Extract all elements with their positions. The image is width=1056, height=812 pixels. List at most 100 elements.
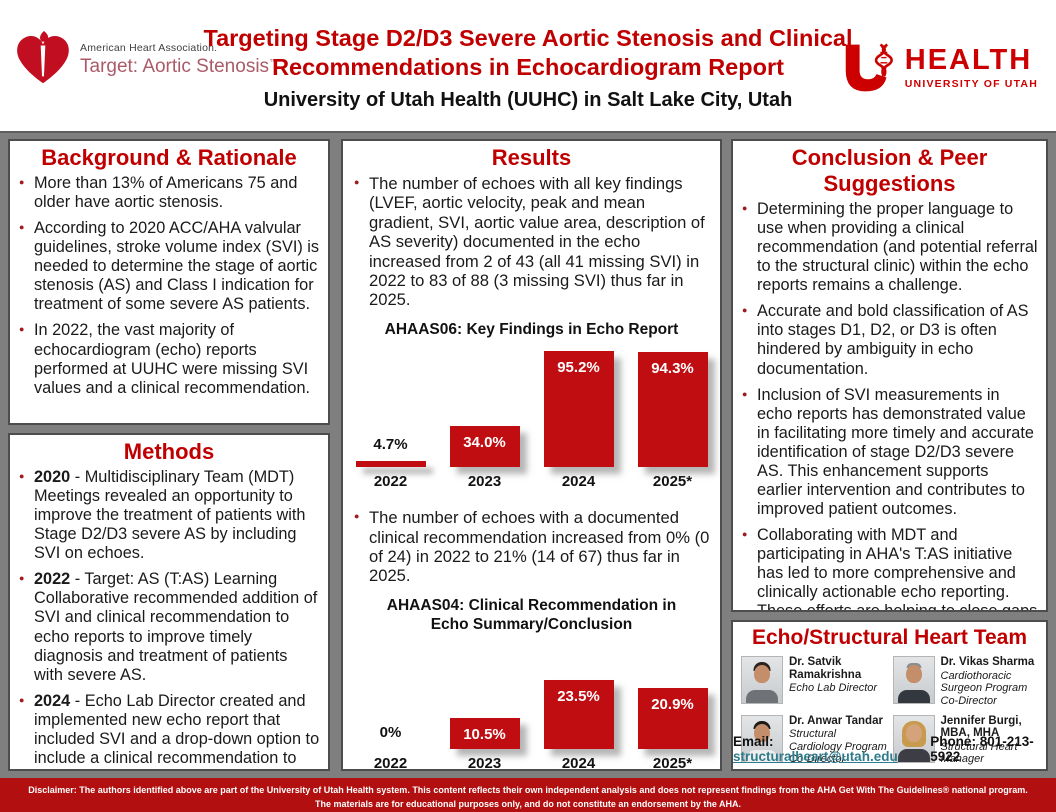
chart-x-axis: 2022 2023 2024 2025* (353, 473, 710, 490)
bar-value-label: 23.5% (557, 687, 600, 705)
bullet-item: Inclusion of SVI measurements in echo re… (741, 386, 1038, 519)
bullet-item: 2024 - Echo Lab Director created and imp… (18, 691, 320, 769)
conclusion-bullet-list: Determining the proper language to use w… (733, 200, 1046, 610)
email-row: Email: structuralheart@utah.edu (733, 734, 914, 764)
x-tick-label: 2023 (467, 473, 502, 491)
member-text: Jennifer Burgi, MBA, MHA Structural Heart… (941, 715, 1041, 767)
bar-value-label: 4.7% (373, 436, 408, 454)
vikas-sharma-headshot (892, 656, 935, 704)
uofu-health-logo: HEALTH UNIVERSITY OF UTAH (844, 40, 1038, 96)
chart-title-key-findings: AHAAS06: Key Findings in Echo Report (384, 320, 679, 338)
anwar-tandar-headshot (741, 714, 783, 763)
section-title-background: Background & Rationale (41, 145, 297, 170)
member-name: Dr. Anwar Tandar (789, 714, 883, 727)
bar-column: 95.2% (543, 345, 614, 468)
trademark-symbol: ™ (269, 57, 278, 67)
panel-methods: Methods 2020 - Multidisciplinary Team (M… (8, 433, 330, 771)
member-name: Dr. Vikas Sharma (940, 656, 1035, 668)
aha-org-name: American Heart Association. (80, 42, 218, 54)
bullet-item: 2022 - Target: AS (T:AS) Learning Collab… (18, 570, 320, 684)
bar (449, 426, 520, 468)
team-member: Dr. Anwar Tandar Structural Cardiology Pr… (741, 714, 889, 767)
email-link[interactable]: structuralheart@utah.edu (733, 749, 898, 764)
disclaimer-line2: The materials are for educational purpos… (314, 798, 742, 809)
bullet-year-lead: 2020 (34, 468, 71, 486)
member-name: Dr. Satvik Ramakrishna (789, 656, 862, 681)
jennifer-burgi-headshot (892, 714, 935, 763)
member-name: Jennifer Burgi, MBA, MHA (940, 714, 1022, 740)
bar-value-label: 34.0% (463, 434, 506, 452)
poster-title-line1: Targeting Stage D2/D3 Severe Aortic Sten… (203, 25, 853, 51)
x-tick-label: 2024 (561, 473, 596, 491)
bar (355, 461, 426, 468)
disclaimer-line1: Disclaimer: The authors identified above… (28, 785, 1028, 795)
team-contact-row: Email: structuralheart@utah.edu Phone: 8… (733, 734, 1046, 764)
bar-column: 23.5% (543, 661, 614, 749)
x-tick-label: 2024 (561, 754, 596, 771)
bar-value-label: 0% (379, 723, 402, 741)
panel-echo-structural-heart-team: Echo/Structural Heart Team Dr. Satvik Ra… (731, 620, 1048, 771)
bar-column: 10.5% (449, 661, 520, 749)
member-text: Dr. Anwar Tandar Structural Cardiology Pr… (789, 715, 889, 767)
uofu-health-wordmark: HEALTH (904, 44, 1033, 76)
section-title-team: Echo/Structural Heart Team (751, 626, 1028, 649)
bar (543, 351, 614, 468)
bullet-year-lead: 2024 (34, 691, 71, 710)
phone-row: Phone: 801-213-5922 (930, 734, 1046, 764)
uofu-health-subtext: UNIVERSITY OF UTAH (904, 78, 1038, 90)
satvik-ramakrishna-headshot (741, 656, 783, 704)
bullet-item: In 2022, the vast majority of echocardio… (18, 321, 320, 397)
bullet-item: More than 13% of Americans 75 and older … (18, 174, 320, 212)
bullet-item: Accurate and bold classification of AS i… (741, 302, 1038, 378)
x-tick-label: 2022 (373, 473, 408, 491)
bar-column: 34.0% (449, 345, 520, 468)
member-role: Structural Heart Manager (940, 740, 1018, 766)
disclaimer-footer: Disclaimer: The authors identified above… (0, 778, 1056, 812)
chart-title-clinical-recommendation: AHAAS04: Clinical Recommendation in Echo… (386, 596, 677, 634)
results-bullet-2: The number of echoes with a documented c… (353, 508, 710, 586)
methods-bullet-list: 2020 - Multidisciplinary Team (MDT) Meet… (10, 468, 328, 769)
member-role: Cardiothoracic Surgeon Program Co-Direct… (940, 669, 1028, 707)
member-role: Structural Cardiology Program Co-Directo… (789, 728, 887, 766)
bar-column: 4.7% (355, 345, 426, 468)
section-title-methods: Methods (123, 439, 215, 464)
aha-heart-torch-icon (17, 31, 69, 84)
bar-column: 94.3% (637, 345, 708, 468)
results-bullet-1: The number of echoes with all key findin… (353, 174, 710, 310)
member-text: Dr. Vikas Sharma Cardiothoracic Surgeon P… (941, 656, 1041, 708)
x-tick-label: 2025* (652, 473, 693, 491)
aha-logo: American Heart Association. Target: Aort… (14, 30, 277, 90)
panel-conclusion-peer-suggestions: Conclusion & Peer Suggestions Determinin… (731, 139, 1048, 612)
team-member: Dr. Satvik Ramakrishna Echo Lab Director (741, 656, 889, 708)
bar (449, 717, 520, 749)
poster-title-line2: Recommendations in Echocardiogram Report (272, 53, 784, 80)
poster-titles: Targeting Stage D2/D3 Severe Aortic Sten… (150, 24, 906, 112)
bar (543, 679, 614, 749)
chart-clinical-recommendation: AHAAS04: Clinical Recommendation in Echo… (353, 596, 710, 771)
section-title-conclusion: Conclusion & Peer Suggestions (791, 145, 988, 196)
phone-number: 801-213-5922 (930, 734, 1034, 764)
panel-results: Results The number of echoes with all ke… (341, 139, 722, 771)
phone-label: Phone: (930, 734, 976, 749)
x-tick-label: 2022 (373, 754, 408, 771)
x-tick-label: 2025* (652, 754, 693, 771)
email-label: Email: (733, 734, 774, 749)
bar-column: 0% (356, 661, 426, 749)
member-text: Dr. Satvik Ramakrishna Echo Lab Director (789, 656, 889, 695)
bullet-year-lead: 2022 (34, 570, 71, 589)
section-title-results: Results (491, 145, 572, 170)
chart-plot: 4.7% 34.0% 95.2% 94.3% (353, 345, 710, 468)
poster-header: American Heart Association. Target: Aort… (0, 0, 1056, 131)
bullet-item: Determining the proper language to use w… (741, 200, 1038, 295)
uofu-u-dna-icon (845, 43, 893, 92)
panel-background-rationale: Background & Rationale More than 13% of … (8, 139, 330, 425)
bar (637, 352, 708, 468)
aha-program-name: Target: Aortic Stenosis™ (80, 56, 278, 77)
bar-value-label: 20.9% (651, 695, 694, 713)
bullet-item: According to 2020 ACC/AHA valvular guide… (18, 219, 320, 314)
bullet-item: 2020 - Multidisciplinary Team (MDT) Meet… (18, 468, 320, 563)
poster-subtitle: University of Utah Health (UUHC) in Salt… (263, 89, 793, 112)
x-tick-label: 2023 (467, 754, 502, 771)
bar-value-label: 10.5% (463, 725, 506, 743)
team-member: Jennifer Burgi, MBA, MHA Structural Heart… (892, 714, 1041, 767)
